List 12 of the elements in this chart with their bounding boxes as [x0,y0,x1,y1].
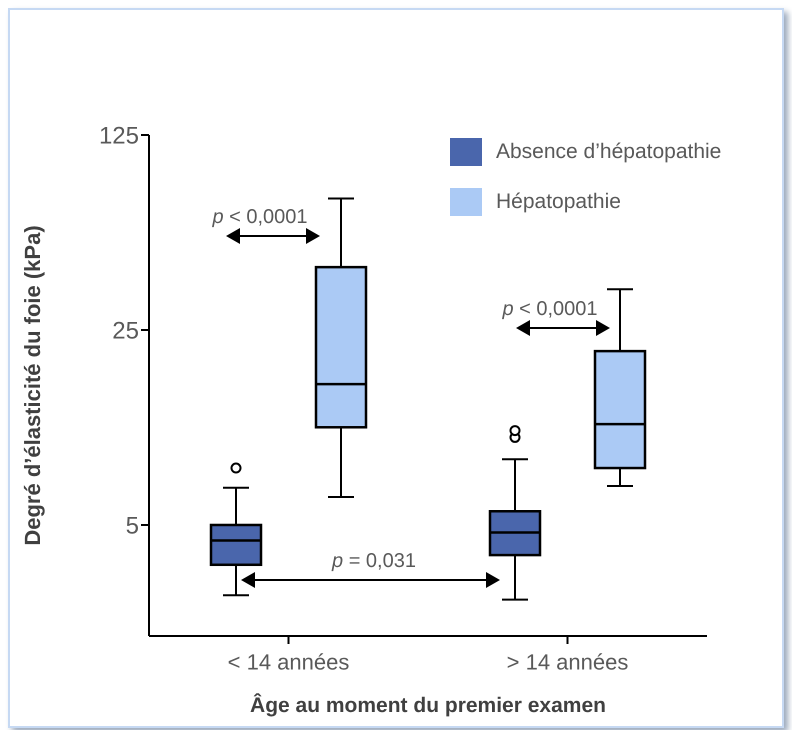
x-tick-label: < 14 années [228,650,350,675]
annotation: p < 0,0001 [501,298,598,320]
y-tick-label: 125 [98,122,139,150]
y-tick-label: 25 [112,318,139,345]
legend-label: Hépatopathie [496,190,621,214]
x-axis-title: Âge au moment du premier examen [250,693,606,717]
y-tick-label: 5 [126,512,139,540]
legend-label: Absence d’hépatopathie [496,140,722,164]
y-axis-title: Degré d’élasticité du foie (kPa) [20,225,45,546]
x-tick-label: > 14 années [506,650,628,675]
annotation: p < 0,0001 [211,206,308,228]
annotation: p = 0,031 [331,550,416,572]
